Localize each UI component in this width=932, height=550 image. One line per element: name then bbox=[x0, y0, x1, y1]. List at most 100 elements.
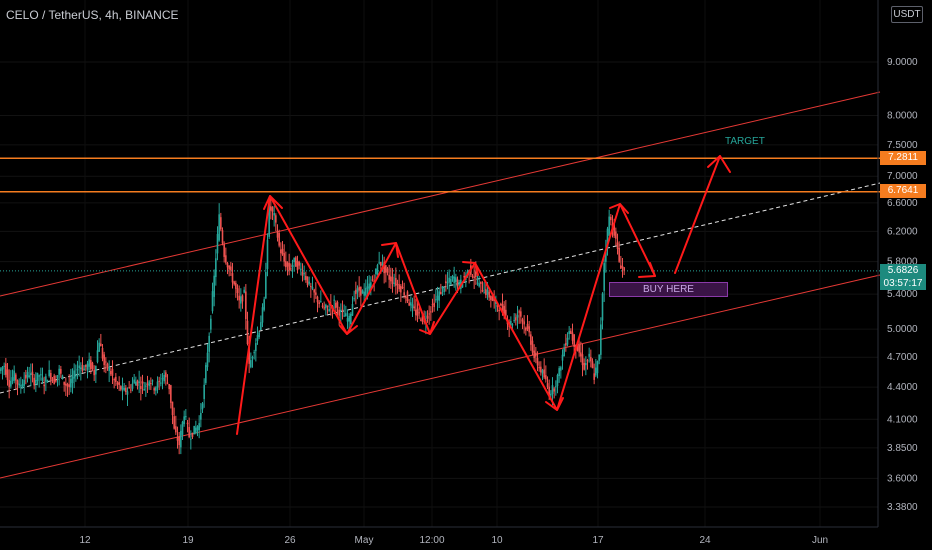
candle-body bbox=[341, 309, 344, 311]
candle-body bbox=[148, 381, 150, 387]
candle-body bbox=[75, 375, 77, 377]
candle-body bbox=[565, 343, 567, 346]
candle-body bbox=[376, 264, 379, 275]
y-tick-label: 5.8000 bbox=[887, 257, 918, 268]
candle-body bbox=[490, 295, 492, 300]
candle-body bbox=[243, 289, 245, 293]
resistance-upper-tag: 7.2811 bbox=[880, 151, 926, 165]
candle-body bbox=[543, 369, 545, 378]
candle-body bbox=[583, 362, 585, 370]
candle-body bbox=[378, 262, 380, 264]
currency-button[interactable]: USDT bbox=[891, 6, 923, 23]
candle-body bbox=[606, 228, 609, 249]
candle-body bbox=[323, 307, 325, 309]
candle-body bbox=[436, 295, 439, 301]
candle-body bbox=[605, 250, 607, 262]
candle-body bbox=[151, 380, 154, 382]
candle-body bbox=[120, 386, 122, 390]
candle-body bbox=[130, 389, 132, 391]
candle-body bbox=[295, 257, 297, 267]
candle-body bbox=[541, 370, 544, 374]
candle-body bbox=[360, 286, 362, 296]
candle-body bbox=[530, 334, 532, 345]
candle-body bbox=[483, 292, 485, 294]
candle-body bbox=[586, 360, 589, 362]
candle-body bbox=[370, 282, 372, 289]
candle-body bbox=[256, 335, 259, 341]
candle-body bbox=[273, 213, 275, 216]
candle-body bbox=[100, 343, 102, 347]
candle-body bbox=[65, 383, 67, 386]
candle-body bbox=[245, 291, 247, 320]
candle-body bbox=[93, 369, 95, 376]
candle-body bbox=[501, 303, 504, 312]
candle-body bbox=[133, 379, 135, 383]
candle-body bbox=[520, 311, 522, 317]
candle-body bbox=[110, 370, 112, 375]
candle-body bbox=[485, 289, 487, 296]
candle-body bbox=[158, 380, 160, 382]
candle-body bbox=[355, 289, 357, 294]
candle-body bbox=[1, 366, 4, 370]
y-tick-label: 5.4000 bbox=[887, 289, 918, 300]
candle-body bbox=[581, 354, 584, 366]
candle-body bbox=[18, 383, 20, 386]
candle-body bbox=[76, 369, 79, 371]
candle-body bbox=[270, 206, 272, 211]
candle-body bbox=[13, 370, 15, 381]
candle-body bbox=[46, 380, 49, 383]
candle-body bbox=[30, 373, 32, 376]
candle-body bbox=[363, 291, 365, 296]
candle-body bbox=[335, 302, 337, 308]
candle-body bbox=[343, 315, 345, 317]
candle-body bbox=[35, 379, 37, 384]
x-tick-label: 17 bbox=[592, 535, 604, 546]
candle-body bbox=[430, 311, 432, 313]
candle-body bbox=[160, 382, 162, 384]
x-tick-label: 24 bbox=[699, 535, 711, 546]
candle-body bbox=[348, 315, 350, 322]
candle-body bbox=[105, 361, 107, 363]
candle-body bbox=[313, 289, 315, 293]
candle-body bbox=[288, 263, 290, 271]
candle-body bbox=[516, 315, 519, 318]
candle-body bbox=[411, 304, 414, 309]
candle-body bbox=[285, 261, 287, 268]
candle-body bbox=[53, 375, 55, 385]
y-tick-label: 6.6000 bbox=[887, 198, 918, 209]
arrowhead bbox=[707, 155, 731, 173]
candle-body bbox=[318, 302, 320, 304]
candle-body bbox=[471, 275, 474, 277]
candle-body bbox=[413, 306, 415, 309]
candle-body bbox=[515, 317, 517, 321]
candle-body bbox=[610, 216, 612, 221]
y-tick-label: 3.6000 bbox=[887, 473, 918, 484]
x-tick-label: 12 bbox=[79, 535, 91, 546]
candle-body bbox=[128, 387, 130, 389]
candle-body bbox=[153, 388, 155, 391]
x-tick-label: 26 bbox=[284, 535, 296, 546]
y-tick-label: 8.0000 bbox=[887, 111, 918, 122]
channel-upper bbox=[0, 91, 881, 297]
candle-body bbox=[268, 202, 270, 237]
candle-body bbox=[173, 416, 175, 429]
candle-body bbox=[71, 377, 74, 384]
bar-countdown: 03:57:17 bbox=[880, 277, 926, 290]
candle-body bbox=[263, 299, 265, 310]
candle-body bbox=[255, 343, 257, 352]
candle-body bbox=[593, 373, 595, 380]
candle-body bbox=[395, 277, 397, 286]
candle-body bbox=[50, 372, 52, 380]
candle-body bbox=[238, 295, 240, 301]
candle-body bbox=[250, 360, 252, 368]
candle-body bbox=[23, 379, 25, 386]
candle-body bbox=[461, 283, 464, 288]
y-tick-label: 9.0000 bbox=[887, 57, 918, 68]
candle-body bbox=[63, 381, 65, 385]
candle-body bbox=[81, 364, 84, 371]
candle-body bbox=[126, 391, 129, 395]
candle-body bbox=[203, 384, 205, 399]
candle-body bbox=[36, 372, 39, 382]
candle-body bbox=[428, 313, 430, 315]
candle-body bbox=[356, 288, 359, 293]
